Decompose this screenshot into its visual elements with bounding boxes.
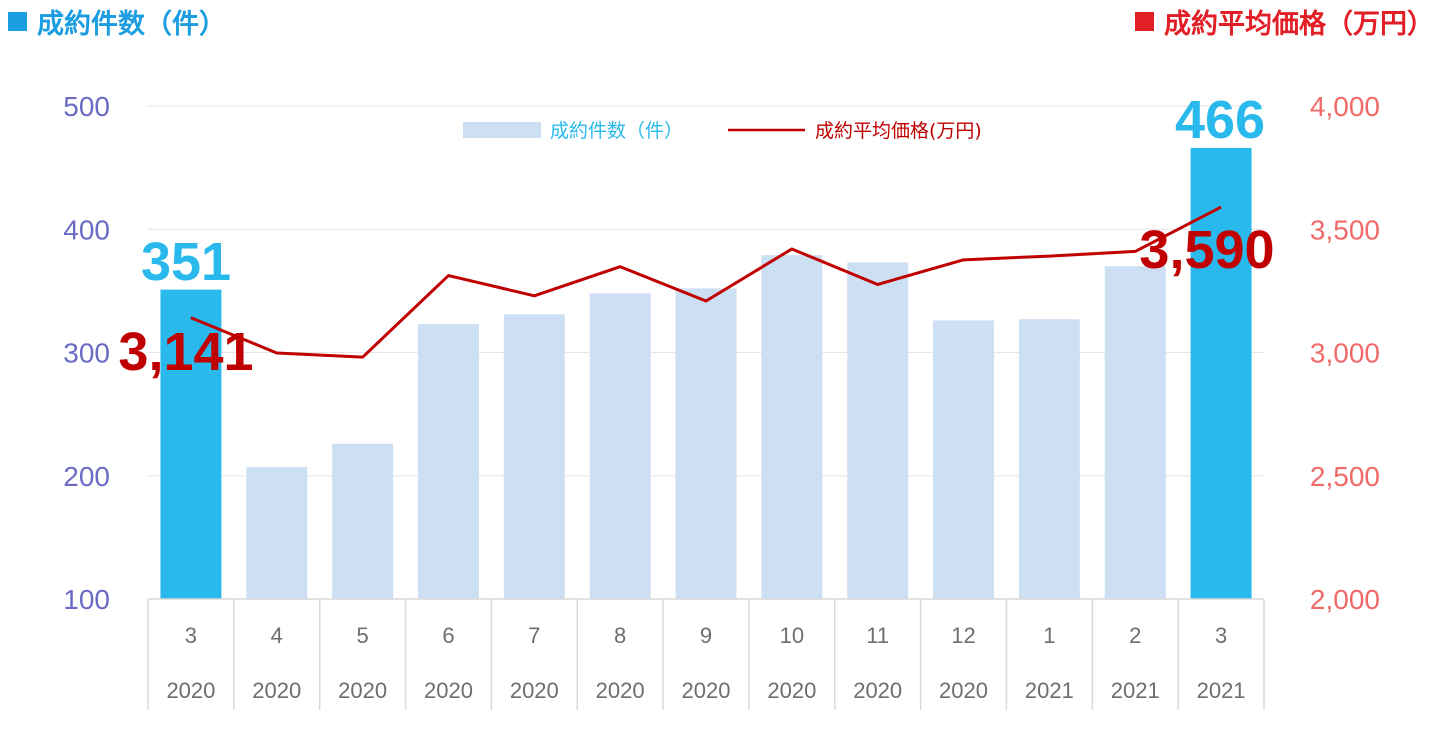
- x-month-label: 2: [1129, 623, 1141, 648]
- count-bar: [1104, 266, 1166, 599]
- x-year-label: 2020: [338, 678, 387, 703]
- x-year-label: 2021: [1111, 678, 1160, 703]
- x-year-label: 2020: [939, 678, 988, 703]
- count-bar: [160, 289, 222, 599]
- right-axis-title: 成約平均価格（万円）: [1164, 9, 1434, 40]
- x-year-label: 2020: [596, 678, 645, 703]
- x-year-label: 2020: [166, 678, 215, 703]
- x-month-label: 10: [780, 623, 804, 648]
- right-series-square-icon: [1135, 12, 1154, 31]
- left-series-square-icon: [8, 12, 27, 31]
- count-bar: [1018, 319, 1080, 599]
- count-bar: [761, 255, 823, 599]
- x-month-label: 8: [614, 623, 626, 648]
- x-month-label: 11: [866, 623, 889, 648]
- count-bar: [503, 314, 565, 599]
- x-month-label: 9: [700, 623, 712, 648]
- left-axis-title: 成約件数（件）: [37, 9, 226, 40]
- count-bars: [160, 147, 1252, 599]
- x-year-label: 2020: [853, 678, 902, 703]
- x-year-label: 2020: [682, 678, 731, 703]
- first-count-callout: 351: [141, 232, 231, 292]
- count-bar: [675, 288, 737, 599]
- chart-legend: 成約件数（件） 成約平均価格(万円): [463, 120, 982, 142]
- x-year-label: 2021: [1197, 678, 1246, 703]
- right-y-tick-label: 3,000: [1310, 338, 1380, 369]
- right-y-tick-label: 4,000: [1310, 91, 1380, 122]
- x-year-label: 2021: [1025, 678, 1074, 703]
- left-y-axis: 100 200 300 400 500: [63, 91, 110, 615]
- right-y-tick-label: 2,000: [1310, 584, 1380, 615]
- x-month-label: 4: [271, 623, 283, 648]
- x-month-label: 1: [1043, 623, 1055, 648]
- callouts: 351 466 3,141 3,590: [118, 90, 1274, 382]
- legend-bar-swatch: [463, 122, 541, 138]
- legend-line-label: 成約平均価格(万円): [815, 120, 982, 142]
- left-axis-header: 成約件数（件）: [8, 2, 226, 41]
- price-line-path: [190, 205, 1222, 359]
- right-y-tick-label: 2,500: [1310, 461, 1380, 492]
- x-month-label: 3: [185, 623, 197, 648]
- left-y-tick-label: 300: [63, 338, 110, 369]
- last-count-callout: 466: [1175, 90, 1265, 150]
- left-y-tick-label: 500: [63, 91, 110, 122]
- left-y-tick-label: 200: [63, 461, 110, 492]
- x-year-label: 2020: [252, 678, 301, 703]
- right-y-axis: 2,000 2,500 3,000 3,500 4,000: [1310, 91, 1380, 615]
- right-axis-header: 成約平均価格（万円）: [1135, 2, 1434, 41]
- x-year-label: 2020: [510, 678, 559, 703]
- price-line: [190, 205, 1222, 359]
- first-price-callout: 3,141: [118, 322, 253, 382]
- x-year-label: 2020: [424, 678, 473, 703]
- last-price-callout: 3,590: [1139, 220, 1274, 280]
- x-month-label: 6: [442, 623, 454, 648]
- count-bar: [332, 443, 394, 599]
- x-month-label: 5: [356, 623, 368, 648]
- x-month-label: 12: [951, 623, 975, 648]
- legend-bar-label: 成約件数（件）: [550, 120, 683, 142]
- left-y-tick-label: 100: [63, 584, 110, 615]
- right-y-tick-label: 3,500: [1310, 214, 1380, 245]
- x-month-label: 7: [528, 623, 540, 648]
- count-bar: [933, 320, 995, 599]
- count-bar: [847, 262, 909, 599]
- left-y-tick-label: 400: [63, 214, 110, 245]
- count-bar: [246, 467, 308, 599]
- x-year-label: 2020: [767, 678, 816, 703]
- count-bar: [589, 293, 651, 599]
- x-axis: 3 2020 4 2020 5 2020 6 2020 7 2020 8 2020 9 2020 10 202…: [147, 598, 1265, 710]
- count-bar: [417, 324, 479, 599]
- x-month-label: 3: [1215, 623, 1227, 648]
- count-bar: [1190, 147, 1252, 599]
